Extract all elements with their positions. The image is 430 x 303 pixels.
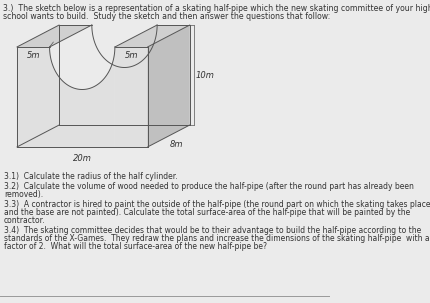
Text: factor of 2.  What will the total surface-area of the new half-pipe be?: factor of 2. What will the total surface… — [4, 242, 267, 251]
Text: 3.1)  Calculate the radius of the half cylinder.: 3.1) Calculate the radius of the half cy… — [4, 172, 178, 181]
Text: contractor.: contractor. — [4, 216, 45, 225]
Polygon shape — [17, 25, 92, 47]
Text: and the base are not painted). Calculate the total surface-area of the half-pipe: and the base are not painted). Calculate… — [4, 208, 410, 217]
Text: 3.2)  Calculate the volume of wood needed to produce the half-pipe (after the ro: 3.2) Calculate the volume of wood needed… — [4, 182, 414, 191]
Polygon shape — [115, 47, 147, 147]
Polygon shape — [17, 47, 49, 147]
Text: 8m: 8m — [170, 140, 184, 149]
Text: removed).: removed). — [4, 190, 43, 199]
Polygon shape — [147, 25, 190, 147]
Text: 5m: 5m — [124, 51, 138, 60]
Polygon shape — [115, 25, 190, 47]
Text: 3.3)  A contractor is hired to paint the outside of the half-pipe (the round par: 3.3) A contractor is hired to paint the … — [4, 200, 430, 209]
Text: 20m: 20m — [73, 154, 92, 163]
Text: 3.)  The sketch below is a representation of a skating half-pipe which the new s: 3.) The sketch below is a representation… — [3, 4, 430, 13]
Text: standards of the X-Games.  They redraw the plans and increase the dimensions of : standards of the X-Games. They redraw th… — [4, 234, 430, 243]
Text: 5m: 5m — [27, 51, 40, 60]
Polygon shape — [17, 47, 115, 147]
Text: school wants to build.  Study the sketch and then answer the questions that foll: school wants to build. Study the sketch … — [3, 12, 330, 21]
Text: 10m: 10m — [196, 71, 215, 79]
Text: 3.4)  The skating committee decides that would be to their advantage to build th: 3.4) The skating committee decides that … — [4, 226, 421, 235]
